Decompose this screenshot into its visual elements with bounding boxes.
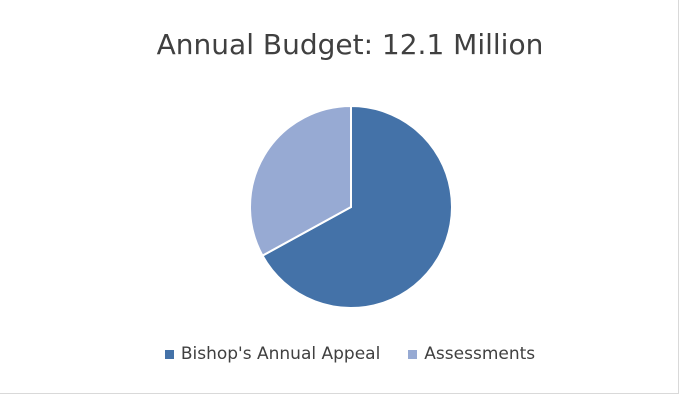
pie-slice-assessments: [249, 104, 352, 258]
legend-swatch-assessments: [408, 349, 418, 359]
legend: Bishop's Annual Appeal Assessments: [0, 344, 680, 364]
legend-item-assessments: Assessments: [408, 344, 535, 364]
pie-slice-bishop-s-annual-appeal: [261, 104, 453, 309]
legend-label-bishops-annual-appeal: Bishop's Annual Appeal: [180, 344, 381, 364]
legend-item-bishops-annual-appeal: Bishop's Annual Appeal: [164, 344, 381, 364]
legend-swatch-bishops-annual-appeal: [164, 349, 174, 359]
legend-label-assessments: Assessments: [424, 344, 536, 364]
chart-title: Annual Budget: 12.1 Million: [156, 28, 544, 61]
